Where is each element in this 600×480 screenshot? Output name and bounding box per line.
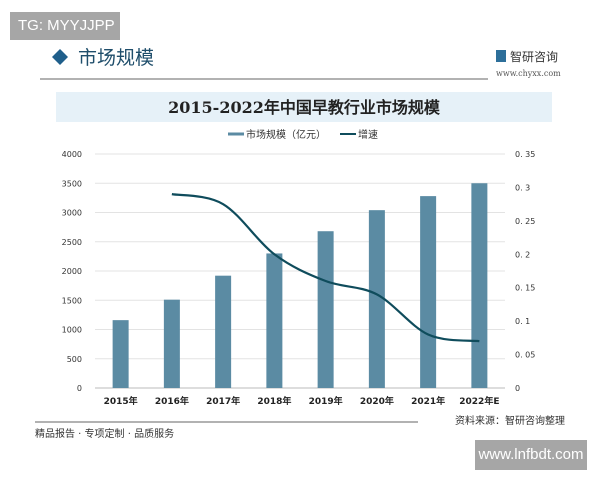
footer-slogan: 精品报告 · 专项定制 · 品质服务 xyxy=(35,427,174,440)
y-right-tick-label: 0. 35 xyxy=(515,150,535,159)
x-tick-label: 2020年 xyxy=(360,395,394,407)
title-band xyxy=(56,92,552,122)
bar xyxy=(266,253,283,388)
x-tick-label: 2016年 xyxy=(155,395,189,407)
y-left-tick-label: 0 xyxy=(77,384,82,393)
brand-name: 智研咨询 xyxy=(510,49,558,64)
x-tick-label: 2019年 xyxy=(309,395,343,407)
brand-logo-icon xyxy=(496,50,506,62)
y-left-tick-label: 500 xyxy=(67,355,82,364)
x-tick-label: 2022年E xyxy=(459,395,499,407)
x-tick-label: 2018年 xyxy=(257,395,291,407)
watermark-tag-top: TG: MYYJJPP xyxy=(10,12,120,40)
y-left-tick-label: 2500 xyxy=(62,238,82,247)
bar xyxy=(420,196,437,388)
growth-line xyxy=(171,193,480,343)
y-left-tick-label: 2000 xyxy=(62,267,82,276)
legend-line-label: 增速 xyxy=(358,128,378,141)
bar xyxy=(112,320,129,388)
x-tick-label: 2021年 xyxy=(411,395,445,407)
y-left-tick-label: 3000 xyxy=(62,209,82,218)
y-right-tick-label: 0. 15 xyxy=(515,284,535,293)
bar xyxy=(215,275,232,388)
y-right-tick-label: 0. 2 xyxy=(515,250,530,259)
section-title: 市场规模 xyxy=(78,47,154,69)
brand-url: www.chyxx.com xyxy=(496,69,561,78)
y-left-tick-label: 3500 xyxy=(62,179,82,188)
section-diamond-icon xyxy=(52,49,68,65)
watermark-tag-bottom: www.lnfbdt.com xyxy=(475,440,587,470)
y-left-tick-label: 4000 xyxy=(62,150,82,159)
bar xyxy=(471,183,488,388)
bar xyxy=(368,210,385,388)
y-left-tick-label: 1000 xyxy=(62,326,82,335)
x-tick-label: 2017年 xyxy=(206,395,240,407)
bar xyxy=(317,231,334,388)
y-right-tick-label: 0 xyxy=(515,384,520,393)
x-tick-label: 2015年 xyxy=(104,395,138,407)
source-note: 资料来源：智研咨询整理 xyxy=(455,414,565,427)
legend-bar-label: 市场规模（亿元） xyxy=(246,128,326,141)
y-right-tick-label: 0. 05 xyxy=(515,351,535,360)
y-right-tick-label: 0. 3 xyxy=(515,183,530,192)
y-left-tick-label: 1500 xyxy=(62,296,82,305)
y-right-tick-label: 0. 1 xyxy=(515,317,530,326)
chart-title: 2015-2022年中国早教行业市场规模 xyxy=(168,98,441,117)
bar xyxy=(163,299,180,388)
y-right-tick-label: 0. 25 xyxy=(515,217,535,226)
